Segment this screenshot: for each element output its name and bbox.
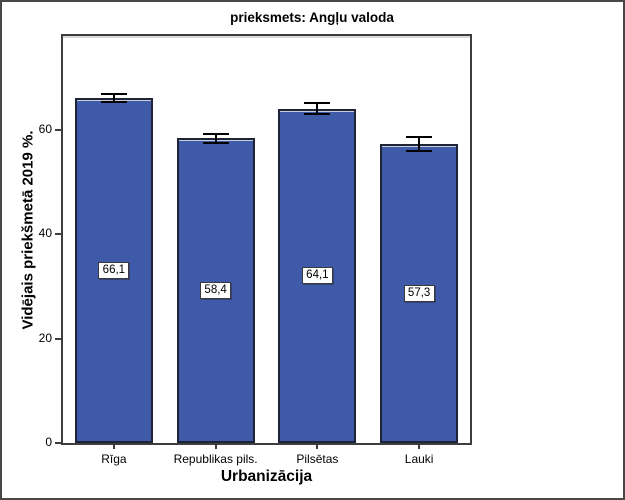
error-bar-bottom-cap	[304, 112, 331, 115]
y-axis-tick-label: 20	[38, 330, 52, 345]
y-axis-tick	[55, 337, 63, 340]
bar-value-label: 66,1	[98, 262, 130, 280]
x-axis-tick	[316, 443, 319, 449]
error-bar-whisker	[316, 103, 319, 114]
bar	[278, 108, 357, 443]
bar-value-label: 64,1	[301, 267, 333, 285]
y-axis-tick-label: 40	[38, 226, 52, 241]
error-bar-whisker	[112, 93, 115, 103]
error-bar-bottom-cap	[202, 141, 229, 144]
error-bar-bottom-cap	[100, 101, 127, 104]
error-bar-bottom-cap	[406, 149, 433, 152]
y-axis-tick	[55, 128, 63, 131]
error-bar-whisker	[418, 137, 421, 151]
x-axis-category-label: Pilsētas	[296, 452, 339, 466]
x-axis-category-label: Lauki	[404, 452, 434, 466]
x-axis-tick	[214, 443, 217, 449]
chart-title: prieksmets: Angļu valoda	[230, 10, 394, 25]
x-axis-title: Urbanizācija	[220, 468, 313, 485]
x-axis-category-label: Republikas pils.	[173, 452, 258, 466]
x-axis-category-label: Rīga	[101, 452, 127, 466]
x-axis-tick	[418, 443, 421, 449]
y-axis-tick-label: 60	[38, 121, 52, 136]
y-axis-tick-label: 0	[45, 435, 52, 449]
error-bar-whisker	[214, 133, 217, 143]
y-axis-tick	[55, 233, 63, 236]
x-axis-tick	[112, 443, 115, 449]
y-axis-tick	[55, 442, 63, 444]
bar-value-label: 58,4	[200, 282, 232, 300]
bar-value-label: 57,3	[403, 285, 435, 302]
